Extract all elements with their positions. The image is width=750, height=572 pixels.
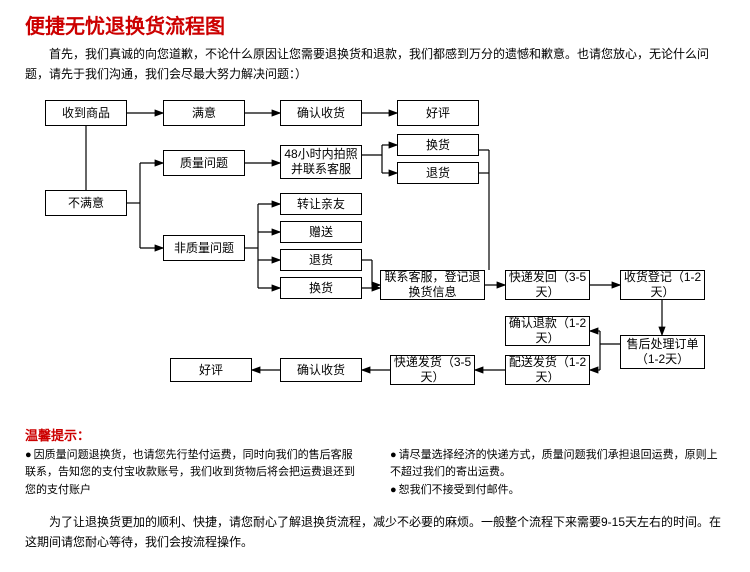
flow-node-nonquality: 非质量问题 <box>163 235 245 261</box>
flow-node-praise2: 好评 <box>170 358 252 382</box>
footer-text: 为了让退换货更加的顺利、快捷，请您耐心了解退换货流程，减少不必要的麻烦。一般整个… <box>0 500 750 568</box>
flow-node-receipt_reg: 收货登记（1-2天） <box>620 270 705 300</box>
flow-node-satisfied: 满意 <box>163 100 245 126</box>
flow-node-gift: 赠送 <box>280 221 362 243</box>
flow-node-express_ship: 快递发货（3-5天） <box>390 355 475 385</box>
flowchart: 收到商品满意确认收货好评不满意质量问题48小时内拍照并联系客服换货退货非质量问题… <box>0 90 750 420</box>
flow-node-return2: 退货 <box>280 249 362 271</box>
hint-item: 因质量问题退换货，也请您先行垫付运费，同时向我们的售后客服联系，告知您的支付宝收… <box>25 447 360 500</box>
page-title: 便捷无忧退换货流程图 <box>0 0 750 44</box>
flow-node-confirm1: 确认收货 <box>280 100 362 126</box>
flow-node-praise1: 好评 <box>397 100 479 126</box>
intro-text: 首先，我们真诚的向您道歉，不论什么原因让您需要退换货和退款，我们都感到万分的遗憾… <box>0 44 750 90</box>
flow-node-express_back: 快递发回（3-5天） <box>505 270 590 300</box>
connectors <box>0 90 750 420</box>
hint-item: 恕我们不接受到付邮件。 <box>390 482 725 500</box>
flow-node-delivery: 配送发货（1-2天） <box>505 355 590 385</box>
hints-section: 因质量问题退换货，也请您先行垫付运费，同时向我们的售后客服联系，告知您的支付宝收… <box>0 447 750 500</box>
hints-title: 温馨提示： <box>0 420 750 447</box>
flow-node-exchange2: 换货 <box>280 277 362 299</box>
flow-node-confirm2: 确认收货 <box>280 358 362 382</box>
hint-item: 请尽量选择经济的快递方式，质量问题我们承担退回运费，原则上不超过我们的寄出运费。 <box>390 447 725 482</box>
flow-node-transfer: 转让亲友 <box>280 193 362 215</box>
flow-node-unsatisfied: 不满意 <box>45 190 127 216</box>
flow-node-aftersales: 售后处理订单（1-2天） <box>620 335 705 369</box>
flow-node-photo48: 48小时内拍照并联系客服 <box>280 145 362 179</box>
flow-node-exchange1: 换货 <box>397 134 479 156</box>
flow-node-quality: 质量问题 <box>163 150 245 176</box>
flow-node-received: 收到商品 <box>45 100 127 126</box>
flow-node-confirm_refund: 确认退款（1-2天） <box>505 316 590 346</box>
flow-node-contact: 联系客服，登记退换货信息 <box>380 270 485 300</box>
flow-node-return1: 退货 <box>397 162 479 184</box>
